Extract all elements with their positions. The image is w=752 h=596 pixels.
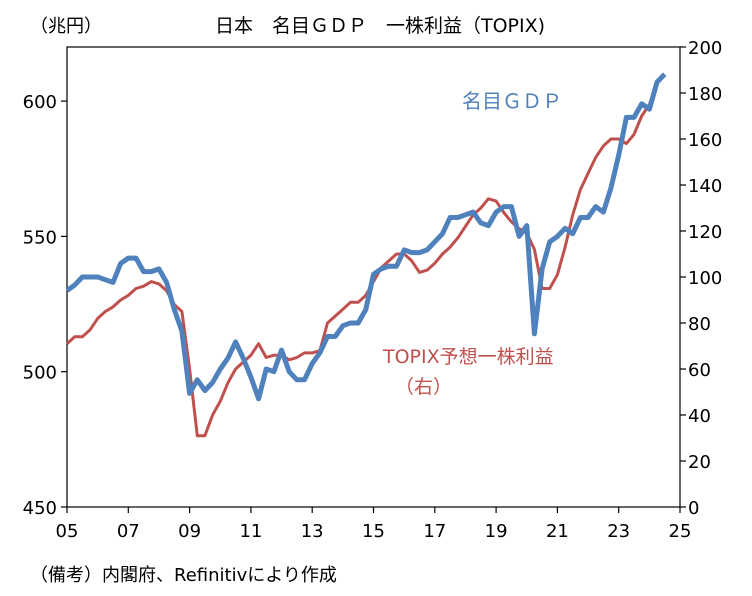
left-tick-label: 500	[23, 363, 57, 384]
left-axis: 450 500 550 600	[23, 92, 67, 519]
right-tick-label: 180	[688, 84, 722, 105]
x-tick-label: 25	[669, 521, 692, 542]
topix-series-label: TOPIX予想一株利益	[382, 346, 554, 368]
right-tick-label: 20	[688, 452, 711, 473]
x-tick-label: 15	[362, 521, 385, 542]
right-tick-label: 200	[688, 38, 722, 59]
left-axis-unit: （兆円）	[30, 16, 102, 37]
x-tick-label: 19	[485, 521, 508, 542]
right-tick-label: 100	[688, 268, 722, 289]
right-tick-label: 140	[688, 176, 722, 197]
x-tick-label: 05	[56, 521, 79, 542]
left-tick-label: 450	[23, 498, 57, 519]
right-tick-label: 160	[688, 130, 722, 151]
right-tick-label: 40	[688, 406, 711, 427]
x-tick-label: 09	[178, 521, 201, 542]
x-tick-label: 07	[117, 521, 140, 542]
right-axis: 0 20 40 60 80 100 120 140 160 180 200	[680, 38, 722, 519]
right-tick-label: 60	[688, 360, 711, 381]
x-tick-label: 17	[423, 521, 446, 542]
left-tick-label: 550	[23, 227, 57, 248]
left-tick-label: 600	[23, 92, 57, 113]
footnote: （備考）内閣府、Refinitivにより作成	[30, 565, 337, 586]
right-tick-label: 0	[688, 498, 699, 519]
x-tick-label: 21	[546, 521, 569, 542]
topix-series-label-right: （右）	[395, 376, 452, 398]
right-tick-label: 80	[688, 314, 711, 335]
chart-title: 日本 名目ＧＤＰ 一株利益（TOPIX)	[215, 15, 545, 37]
x-axis: 05 07 09 11 13 15 17 19 21 23 25	[56, 507, 692, 542]
nominal-gdp-line	[65, 72, 667, 402]
gdp-series-label: 名目ＧＤＰ	[462, 89, 562, 113]
topix-eps-line	[65, 83, 659, 438]
x-tick-label: 13	[301, 521, 324, 542]
x-tick-label: 11	[239, 521, 262, 542]
x-tick-label: 23	[607, 521, 630, 542]
right-tick-label: 120	[688, 222, 722, 243]
